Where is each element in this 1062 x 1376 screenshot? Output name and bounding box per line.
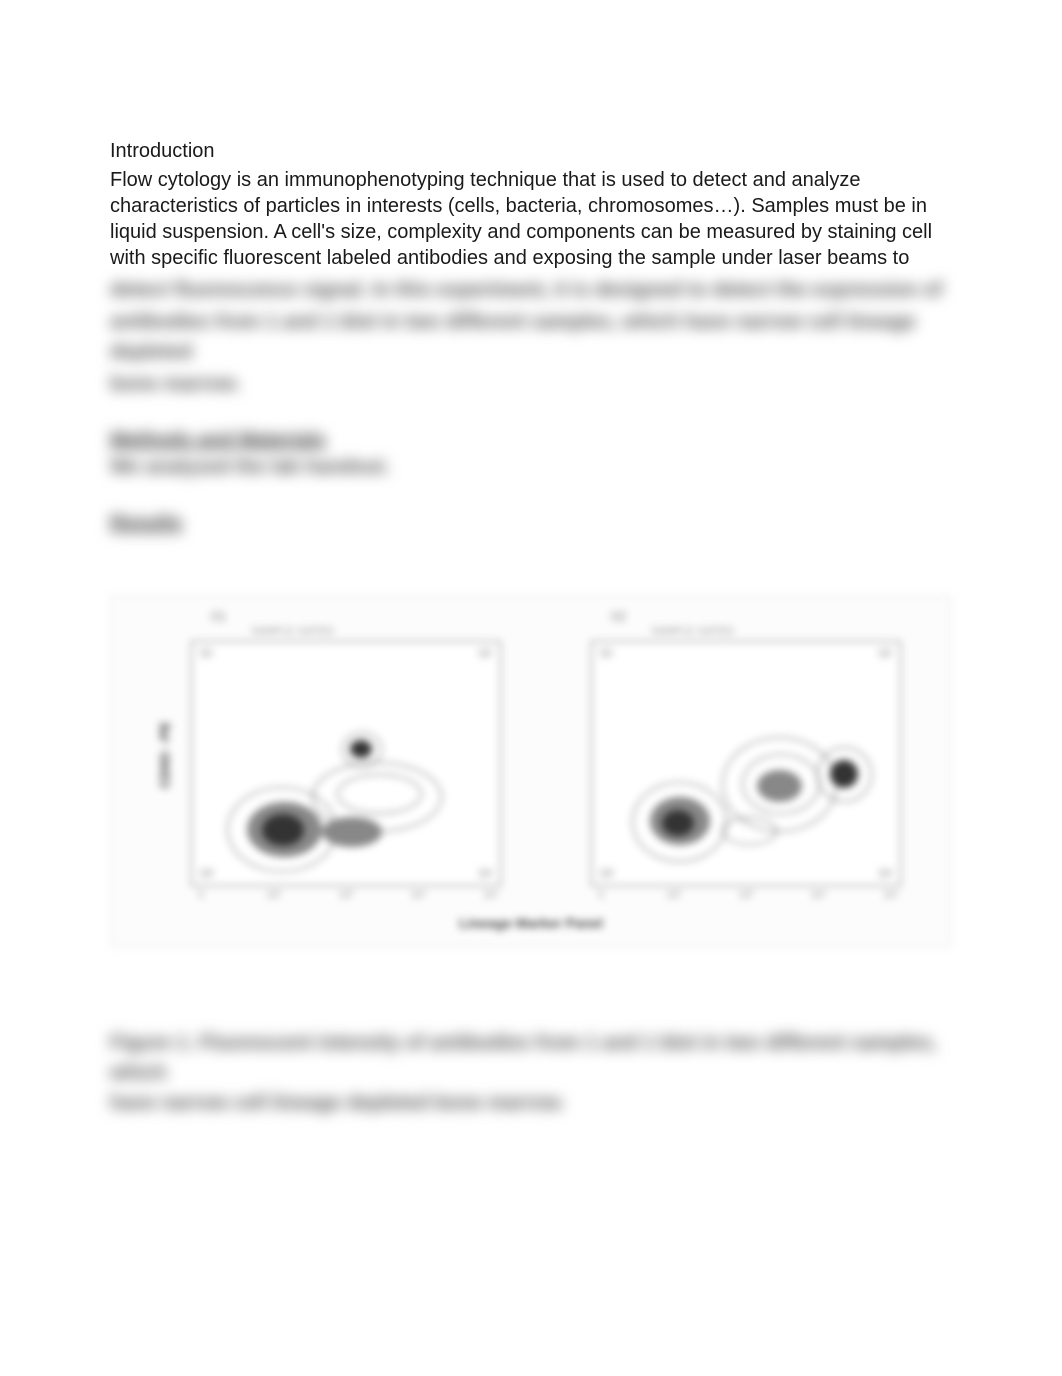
chart-left-y-label: CD93 - PE — [156, 721, 172, 788]
contour-blob — [322, 817, 382, 847]
chart-left-box: Q1 Q2 Q3 Q4 — [191, 641, 501, 886]
methods-heading: Methods and Materials — [110, 429, 952, 452]
caption-line-1: Figure 1. Fluorescent intensity of antib… — [110, 1028, 952, 1088]
chart-left-num: 01 — [211, 608, 501, 624]
chart-right-subheader: SAMPLE GATED — [651, 626, 901, 637]
contour-blob — [262, 814, 304, 846]
x-tick: 0 — [591, 890, 611, 901]
quad-label: Q4 — [479, 868, 492, 879]
methods-line: We analyzed the lab handout. — [110, 452, 952, 482]
caption-line-2: have narrow cell lineage depleted bone m… — [110, 1088, 952, 1118]
contour-blob — [337, 774, 422, 814]
blurred-line-2: antibodies from 1 and 1 blot in two diff… — [110, 307, 952, 367]
charts-row: 01 SAMPLE GATED CD93 - PE Q1 Q2 Q3 Q4 0 1… — [127, 608, 935, 901]
quad-label: Q2 — [479, 648, 492, 659]
results-heading: Results — [110, 512, 952, 535]
blurred-line-1: detect fluorescence signal. In this expe… — [110, 275, 952, 305]
figure-panel: 01 SAMPLE GATED CD93 - PE Q1 Q2 Q3 Q4 0 1… — [110, 595, 952, 948]
contour-blob — [662, 810, 694, 836]
figure-caption: Figure 1. Fluorescent intensity of antib… — [110, 1028, 952, 1118]
quad-label: Q3 — [200, 868, 213, 879]
chart-right: 02 SAMPLE GATED Q1 Q2 Q3 Q4 0 10² 10³ 10⁴ 10… — [561, 608, 901, 901]
x-tick: 10⁵ — [481, 890, 501, 901]
chart-left-xticks: 0 10² 10³ 10⁴ 10⁵ — [191, 886, 501, 901]
quad-label: Q4 — [879, 868, 892, 879]
x-tick: 10² — [664, 890, 684, 901]
x-tick: 10⁴ — [409, 890, 429, 901]
quad-label: Q1 — [600, 648, 613, 659]
chart-left-subheader: SAMPLE GATED — [251, 626, 501, 637]
x-tick: 0 — [191, 890, 211, 901]
contour-blob — [830, 760, 858, 788]
x-tick: 10² — [264, 890, 284, 901]
intro-heading: Introduction — [110, 140, 952, 163]
x-tick: 10⁴ — [809, 890, 829, 901]
contour-blob — [757, 770, 802, 802]
quad-label: Q1 — [200, 648, 213, 659]
intro-paragraph: Flow cytology is an immunophenotyping te… — [110, 167, 952, 271]
x-tick: 10³ — [736, 890, 756, 901]
contour-blob — [722, 817, 777, 845]
contour-blob — [350, 740, 372, 758]
chart-right-box: Q1 Q2 Q3 Q4 — [591, 641, 901, 886]
x-tick: 10³ — [336, 890, 356, 901]
quad-label: Q3 — [600, 868, 613, 879]
quad-label: Q2 — [879, 648, 892, 659]
chart-right-xticks: 0 10² 10³ 10⁴ 10⁵ — [591, 886, 901, 901]
chart-right-num: 02 — [611, 608, 901, 624]
blurred-line-3: bone marrow. — [110, 369, 952, 399]
chart-x-axis-label: Lineage Marker Panel — [127, 915, 935, 931]
x-tick: 10⁵ — [881, 890, 901, 901]
chart-left: 01 SAMPLE GATED CD93 - PE Q1 Q2 Q3 Q4 01… — [161, 608, 501, 901]
